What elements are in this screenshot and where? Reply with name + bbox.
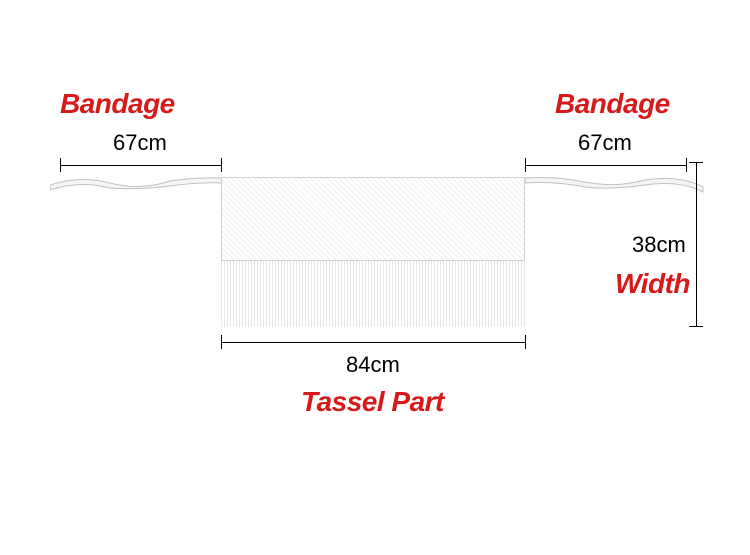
bandage-left-label: Bandage: [60, 88, 175, 120]
dim-tick-vert-b: [689, 326, 703, 327]
diagram-container: Bandage Bandage 67cm 67cm 38cm Width 84c…: [0, 0, 750, 555]
dim-line-vert: [696, 162, 697, 326]
mesh-body: [221, 177, 525, 261]
width-label: Width: [615, 268, 690, 300]
tassel-body: [221, 261, 525, 327]
dim-tick-left-b: [221, 158, 222, 172]
dim-tick-right-a: [525, 158, 526, 172]
dim-tick-right-b: [686, 158, 687, 172]
dim-line-left: [60, 165, 221, 166]
dim-tick-bottom-a: [221, 335, 222, 349]
dim-tick-vert-a: [689, 162, 703, 163]
dim-line-bottom: [221, 342, 525, 343]
bandage-right-measurement: 67cm: [578, 130, 632, 156]
dim-tick-bottom-b: [525, 335, 526, 349]
strap-right: [525, 173, 705, 203]
tassel-part-label: Tassel Part: [301, 386, 444, 418]
width-measurement: 38cm: [632, 232, 686, 258]
dim-tick-left-a: [60, 158, 61, 172]
bandage-right-label: Bandage: [555, 88, 670, 120]
dim-line-right: [525, 165, 686, 166]
strap-left: [50, 173, 225, 203]
tassel-measurement: 84cm: [346, 352, 400, 378]
bandage-left-measurement: 67cm: [113, 130, 167, 156]
